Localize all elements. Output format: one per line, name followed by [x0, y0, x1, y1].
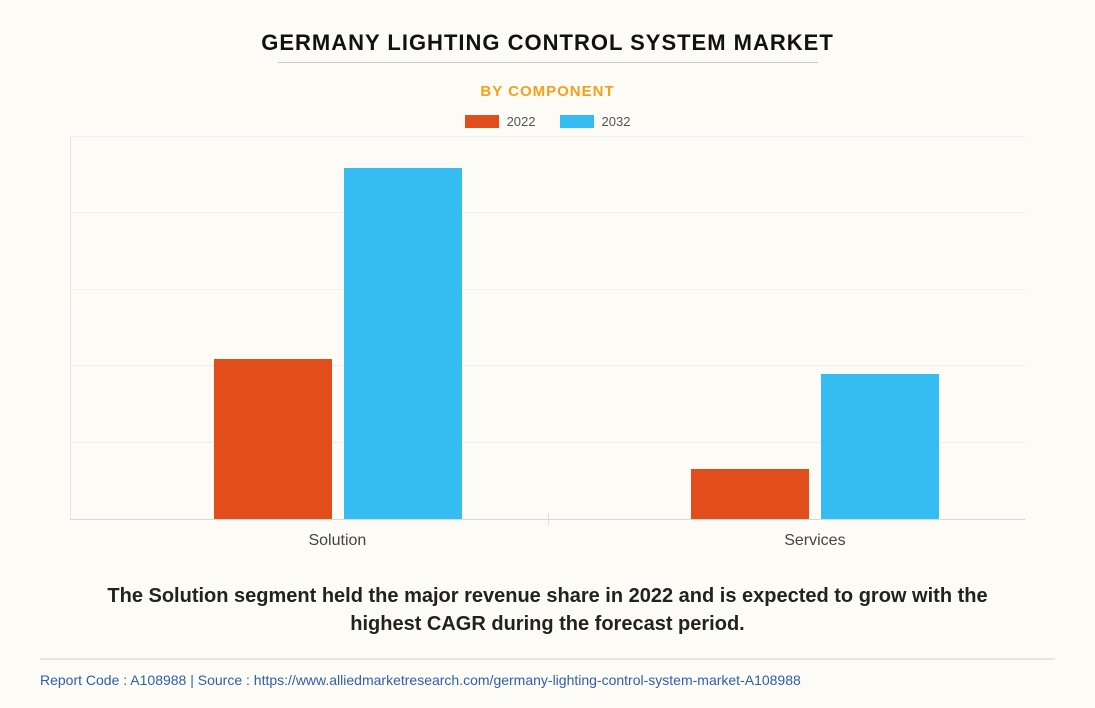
bar-2032 — [344, 168, 462, 519]
footer-divider — [40, 658, 1055, 660]
x-axis-label: Solution — [308, 532, 366, 550]
legend-item-2022: 2022 — [465, 114, 536, 129]
source-label: Source : — [198, 672, 254, 688]
legend-swatch-2032 — [560, 115, 594, 128]
report-code: A108988 — [130, 672, 186, 688]
legend-swatch-2022 — [465, 115, 499, 128]
chart-subtitle: BY COMPONENT — [40, 83, 1055, 100]
bar-2022 — [214, 359, 332, 519]
chart-legend: 2022 2032 — [40, 114, 1055, 129]
source-url: https://www.alliedmarketresearch.com/ger… — [254, 672, 801, 688]
plot-area — [70, 137, 1025, 520]
footer-text: Report Code : A108988 | Source : https:/… — [40, 672, 1055, 688]
chart-title: GERMANY LIGHTING CONTROL SYSTEM MARKET — [40, 30, 1055, 56]
legend-item-2032: 2032 — [560, 114, 631, 129]
chart-area: Solution Services — [60, 137, 1035, 550]
chart-caption: The Solution segment held the major reve… — [70, 582, 1025, 638]
report-code-label: Report Code : — [40, 672, 130, 688]
title-underline — [278, 62, 818, 63]
x-axis-tick — [548, 513, 549, 525]
bar-2032 — [821, 374, 939, 519]
legend-label-2032: 2032 — [602, 114, 631, 129]
x-axis-label: Services — [784, 532, 845, 550]
bar-2022 — [691, 469, 809, 519]
legend-label-2022: 2022 — [507, 114, 536, 129]
bar-group — [214, 137, 462, 519]
bar-group — [691, 137, 939, 519]
footer-separator: | — [186, 672, 197, 688]
